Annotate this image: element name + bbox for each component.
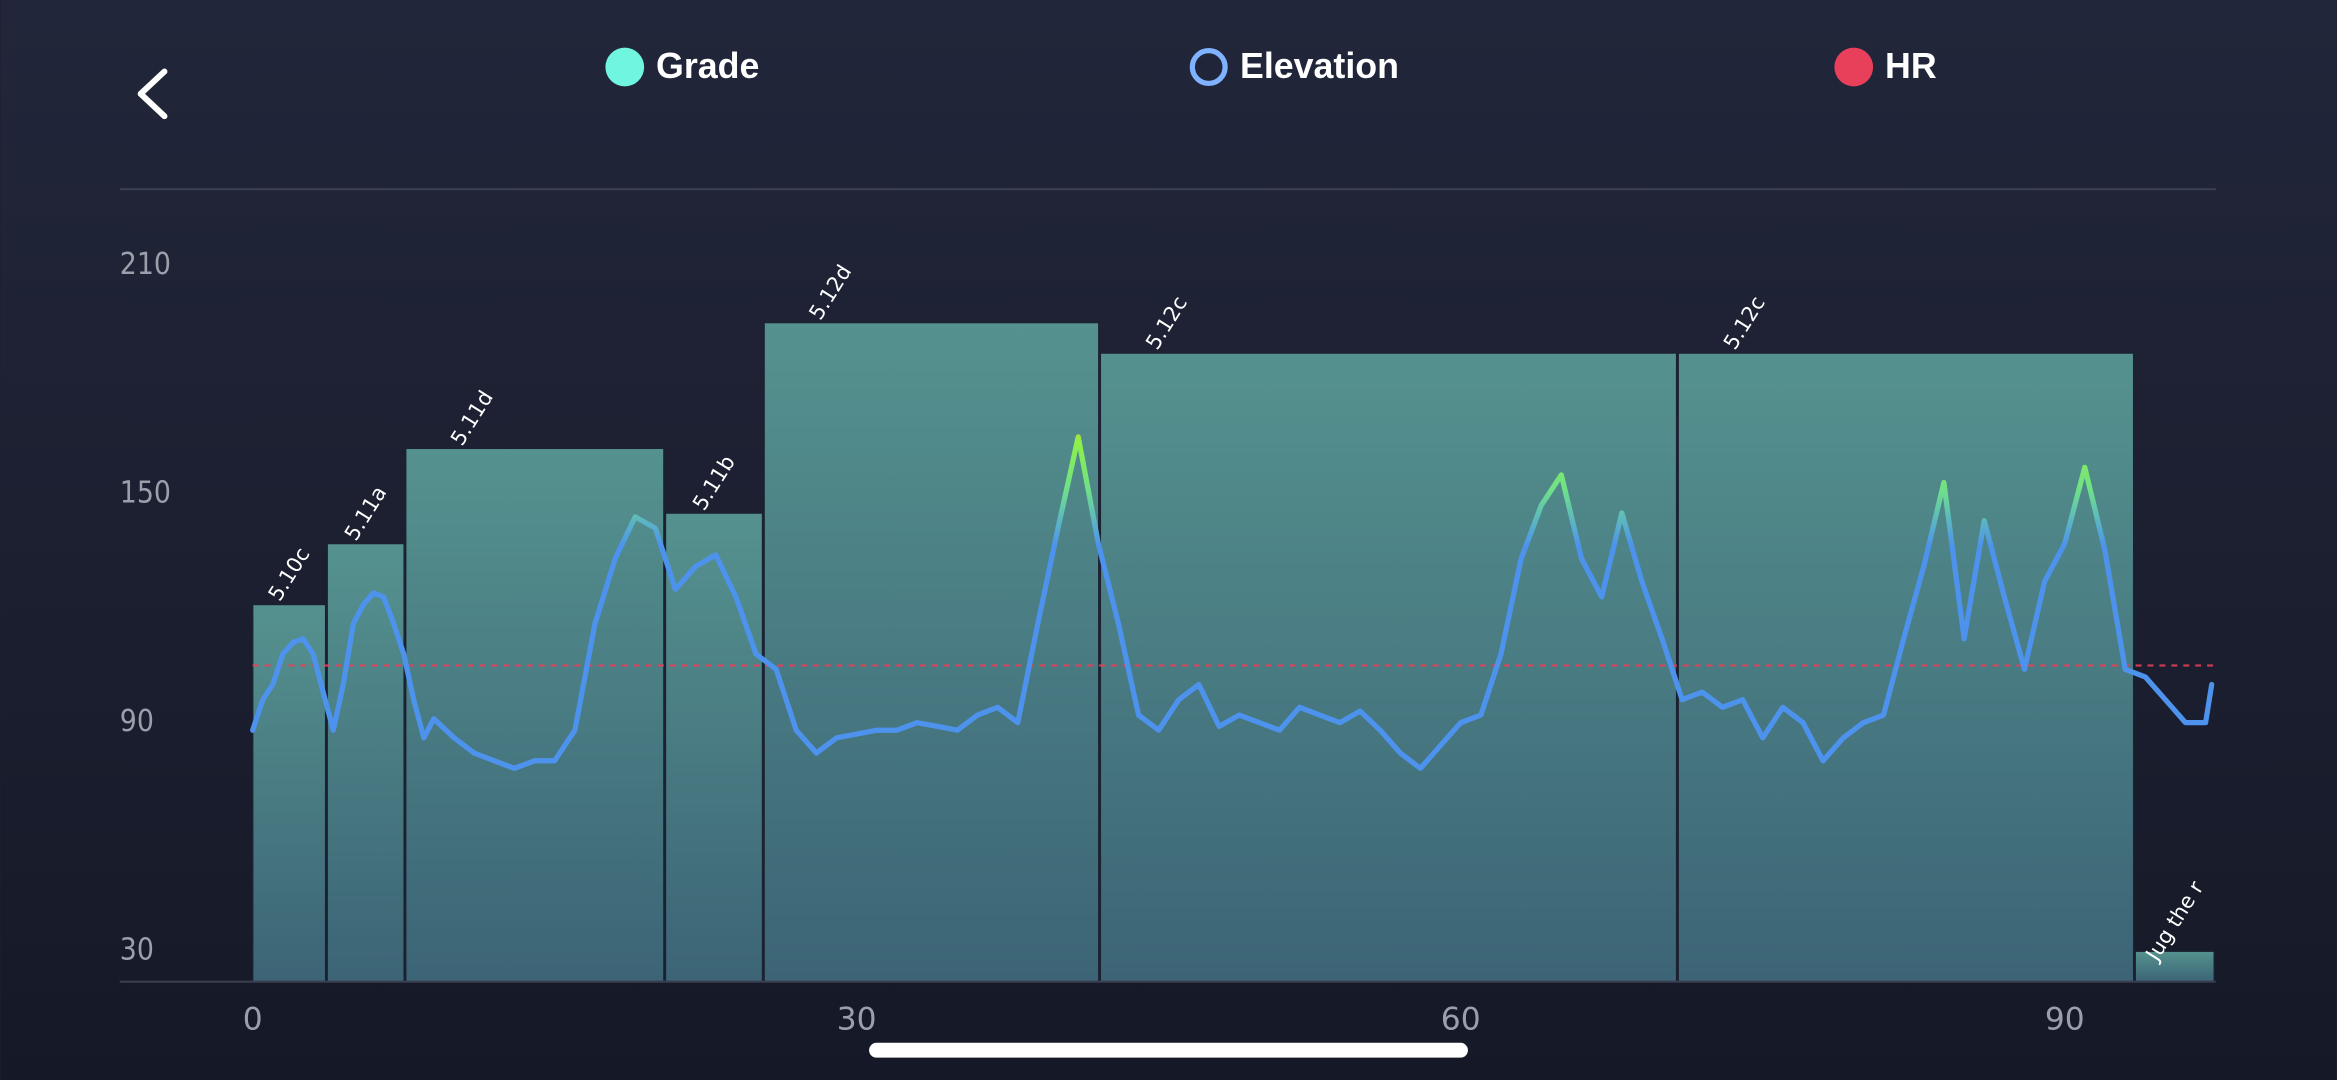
legend-label: HR: [1885, 46, 1937, 86]
x-tick-label: 90: [2045, 1001, 2085, 1037]
y-tick-label: 30: [120, 933, 154, 968]
hr-line: [250, 434, 2215, 771]
grade-block: [664, 512, 764, 983]
legend-label: Grade: [656, 46, 759, 86]
x-tick-label: 0: [243, 1001, 263, 1037]
y-tick-label: 210: [120, 247, 171, 282]
legend-label: Elevation: [1240, 46, 1399, 86]
grade-block: [251, 603, 327, 983]
grade-block: [1099, 352, 1678, 983]
y-tick-label: 150: [120, 475, 171, 510]
grade-block: [763, 321, 1100, 983]
back-button[interactable]: [137, 68, 168, 120]
x-tick-label: 30: [837, 1001, 877, 1037]
y-tick-label: 90: [120, 704, 154, 739]
legend-marker: [1189, 48, 1228, 87]
legend-marker: [605, 47, 645, 87]
grade-block: [1677, 352, 2135, 983]
legend-marker: [1834, 47, 1874, 87]
home-indicator: [869, 1042, 1468, 1058]
grade-block: [404, 447, 665, 983]
x-tick-label: 60: [1441, 1001, 1481, 1037]
grade-block: [2134, 950, 2215, 983]
grade-block: [326, 542, 405, 983]
